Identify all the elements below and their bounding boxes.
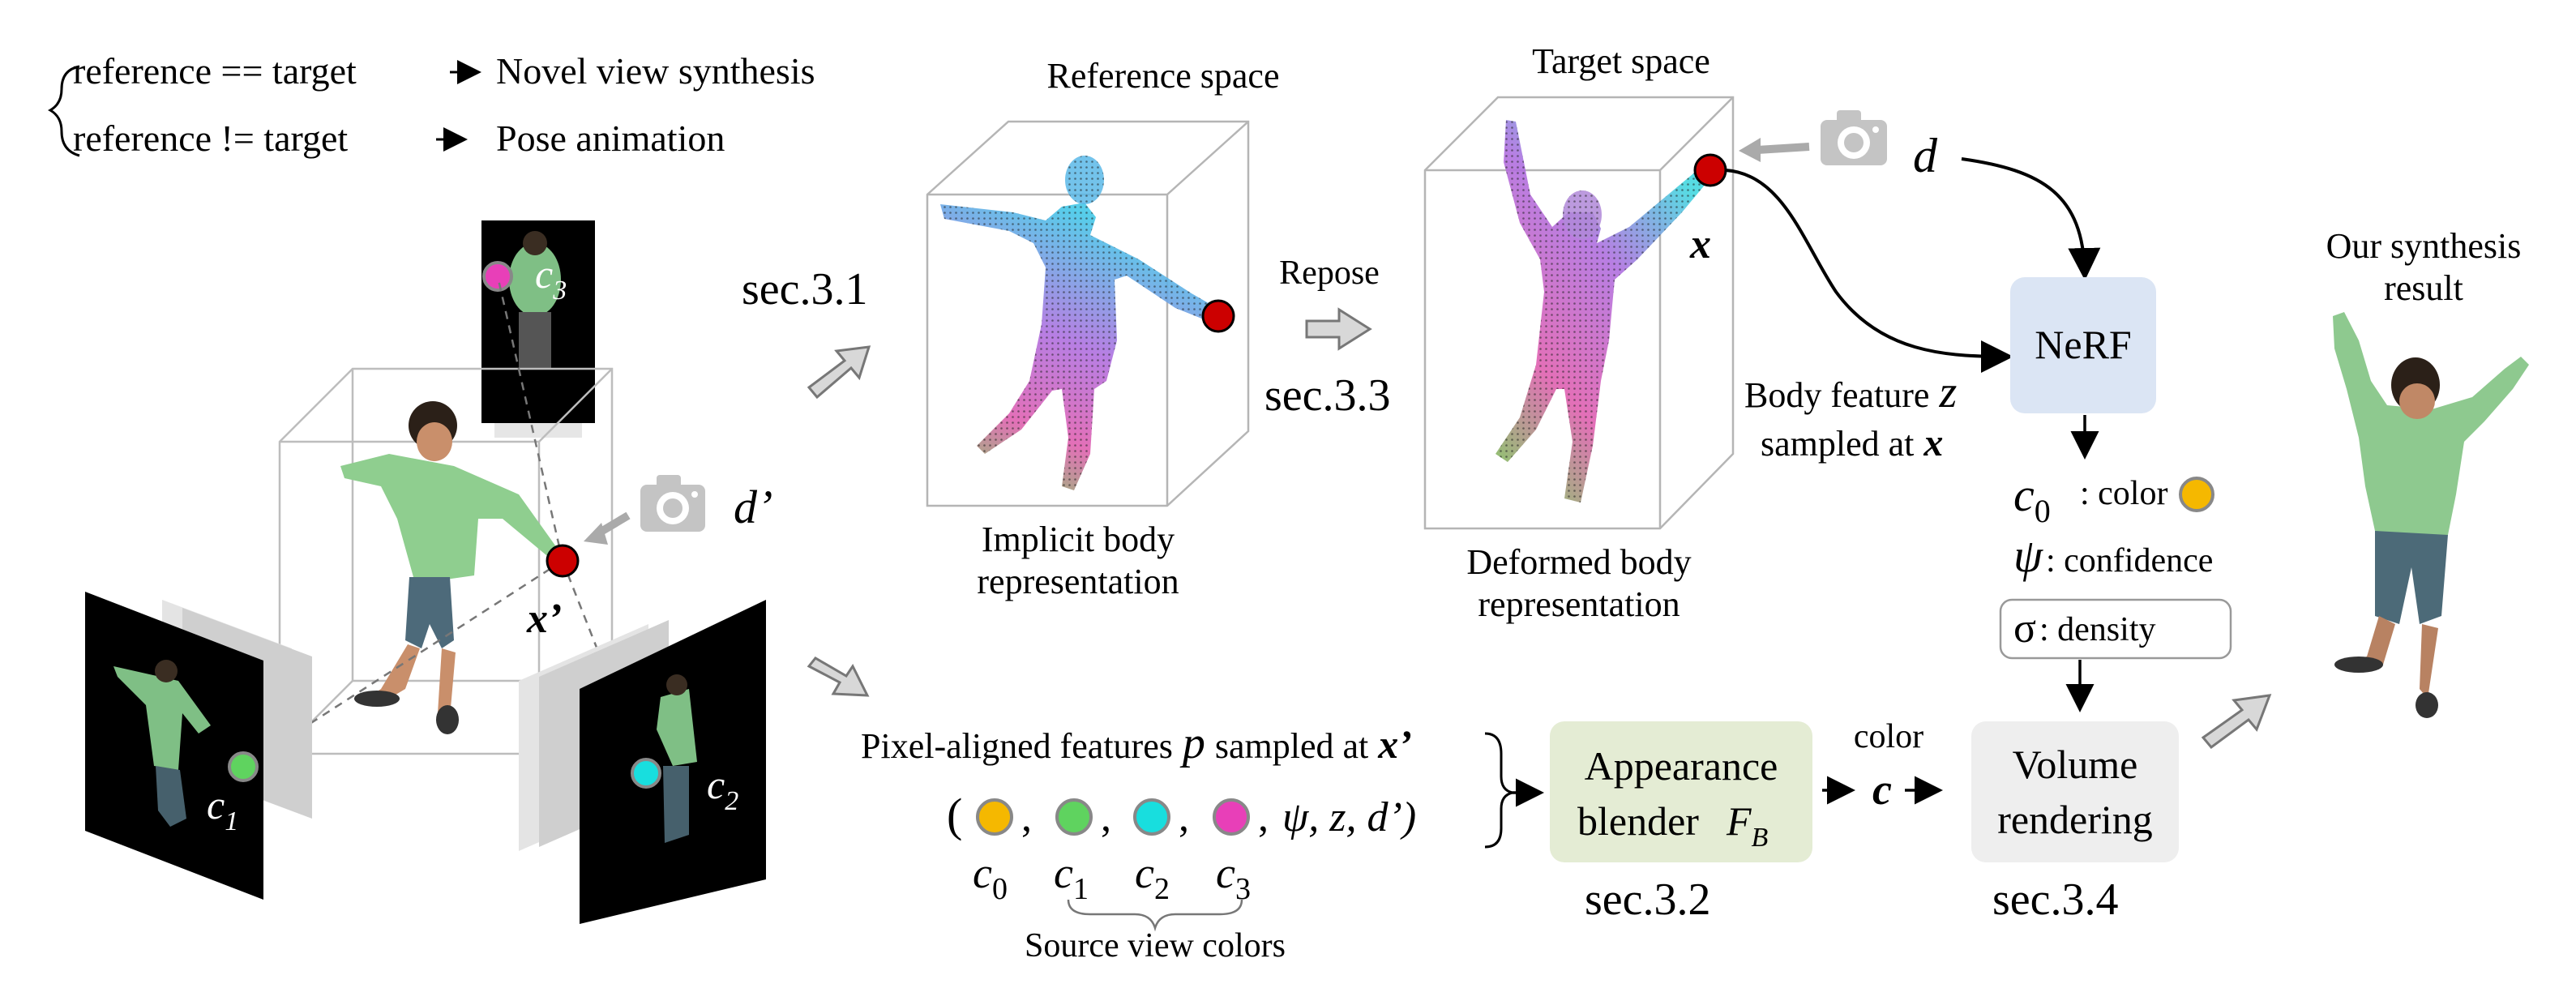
- tuple-label-c2: c2: [1135, 849, 1170, 906]
- target-x-label: x: [1689, 221, 1711, 267]
- tuple-label-c1: c1: [1054, 849, 1089, 906]
- density-box: [1999, 598, 2232, 660]
- c2-label: c2: [707, 762, 738, 816]
- color-arrow-label: color: [1854, 718, 1923, 755]
- sec-3-3-label: sec.3.3: [1264, 370, 1391, 421]
- camera-icon-dprime: [640, 475, 705, 532]
- volume-line1: Volume: [2013, 742, 2138, 787]
- nerf-label: NeRF: [2035, 322, 2131, 367]
- legend-line1-left: reference == target: [73, 50, 357, 92]
- reference-point: [1201, 299, 1235, 333]
- blender-line1: Appearance: [1585, 743, 1778, 789]
- sec-3-2-label: sec.3.2: [1585, 875, 1711, 925]
- tuple-comma-4: ,: [1258, 794, 1269, 840]
- gray-arrow-upper: [807, 345, 871, 400]
- body-feature-label: Body feature z: [1744, 367, 1957, 417]
- camera-icon-d: [1821, 110, 1887, 165]
- person-thumb-c3: [509, 231, 561, 369]
- tuple-comma-2: ,: [1101, 794, 1111, 840]
- target-body-pointcloud: [1496, 120, 1710, 503]
- target-title: Target space: [1532, 41, 1710, 81]
- tuple-c3: [1213, 798, 1250, 836]
- source-colors-caption: Source view colors: [1025, 927, 1286, 964]
- volume-line2: rendering: [1997, 797, 2153, 842]
- tuple-c1: [1055, 798, 1093, 836]
- person-center: [340, 401, 559, 734]
- out-color-sym: c0: [2013, 468, 2051, 529]
- out-color-text: : color: [2080, 475, 2167, 512]
- result-line1: Our synthesis: [2326, 226, 2522, 266]
- tuple-label-c0: c0: [973, 849, 1008, 906]
- to-result-arrow: [2201, 694, 2272, 750]
- blender-line2: blender FB: [1577, 798, 1768, 853]
- legend-line1-right: Novel view synthesis: [496, 50, 815, 92]
- d-label: d: [1913, 129, 1938, 182]
- tuple-right-brace: [1484, 732, 1513, 849]
- pixel-features: Pixel-aligned features p sampled at x’ ( , …: [861, 718, 1544, 964]
- x-to-nerf-arrow: [1725, 169, 2013, 373]
- tuple-comma-3: ,: [1179, 794, 1189, 840]
- tuple-comma-1: ,: [1021, 794, 1032, 840]
- c2-point: [631, 758, 661, 789]
- pixel-features-line: Pixel-aligned features p sampled at x’: [861, 718, 1412, 768]
- out-confidence-sym: ψ: [2013, 529, 2043, 582]
- out-density-sym: σ: [2013, 605, 2036, 652]
- reference-space: Reference space Implicit body representa…: [926, 56, 1280, 601]
- nerf-box: [2010, 277, 2156, 413]
- out-color-swatch: [2179, 477, 2214, 512]
- target-caption-line2: representation: [1478, 584, 1680, 624]
- camera-d-arrow: [1757, 143, 1810, 154]
- c1-label: c1: [207, 782, 238, 836]
- x-prime-point: [546, 544, 580, 578]
- c3-label: c3: [535, 251, 567, 306]
- person-thumb-c2: [657, 674, 697, 843]
- tuple-c2: [1133, 798, 1170, 836]
- tuple-open: (: [947, 789, 962, 841]
- body-feature-sampled: sampled at x: [1761, 421, 1943, 464]
- person-thumb-c1: [113, 660, 211, 827]
- reference-cube: [926, 120, 1250, 507]
- x-prime-label: x’: [526, 596, 562, 642]
- target-caption-line1: Deformed body: [1466, 542, 1691, 582]
- repose-label: Repose: [1279, 254, 1380, 292]
- d-prime-label: d’: [734, 481, 772, 533]
- d-to-nerf-arrow: [1961, 157, 2101, 280]
- capture-scene: c3 x’: [85, 220, 772, 924]
- target-space: Target space x Deformed body representat…: [1423, 41, 1735, 624]
- repose-arrow: [1305, 307, 1372, 351]
- legend-line2-left: reference != target: [73, 118, 348, 159]
- reference-title: Reference space: [1046, 56, 1279, 96]
- source-colors-brace: [1067, 899, 1243, 932]
- mode-legend: reference == target Novel view synthesis…: [47, 50, 815, 159]
- out-confidence-text: : confidence: [2046, 542, 2213, 580]
- gray-arrow-lower: [807, 657, 870, 697]
- reference-caption-line1: Implicit body: [982, 520, 1175, 559]
- volume-box: [1971, 721, 2179, 862]
- legend-brace: [47, 65, 80, 157]
- sec-3-1-label: sec.3.1: [742, 264, 868, 314]
- tuple-c0: [976, 798, 1013, 836]
- c1-point: [228, 751, 259, 782]
- result-line2: result: [2384, 268, 2463, 308]
- reference-body-pointcloud: [940, 156, 1224, 490]
- synthesis-result-person: [2333, 312, 2529, 718]
- tuple-tail: ψ, z, d’): [1282, 794, 1416, 840]
- tuple-label-c3: c3: [1216, 849, 1251, 906]
- target-point-x: [1693, 153, 1727, 187]
- reference-caption-line2: representation: [977, 562, 1179, 601]
- out-density-text: : density: [2039, 611, 2156, 648]
- color-symbol: c: [1872, 765, 1892, 814]
- legend-line2-right: Pose animation: [496, 118, 725, 159]
- sec-3-4-label: sec.3.4: [1992, 875, 2119, 925]
- blender-box: [1550, 721, 1812, 862]
